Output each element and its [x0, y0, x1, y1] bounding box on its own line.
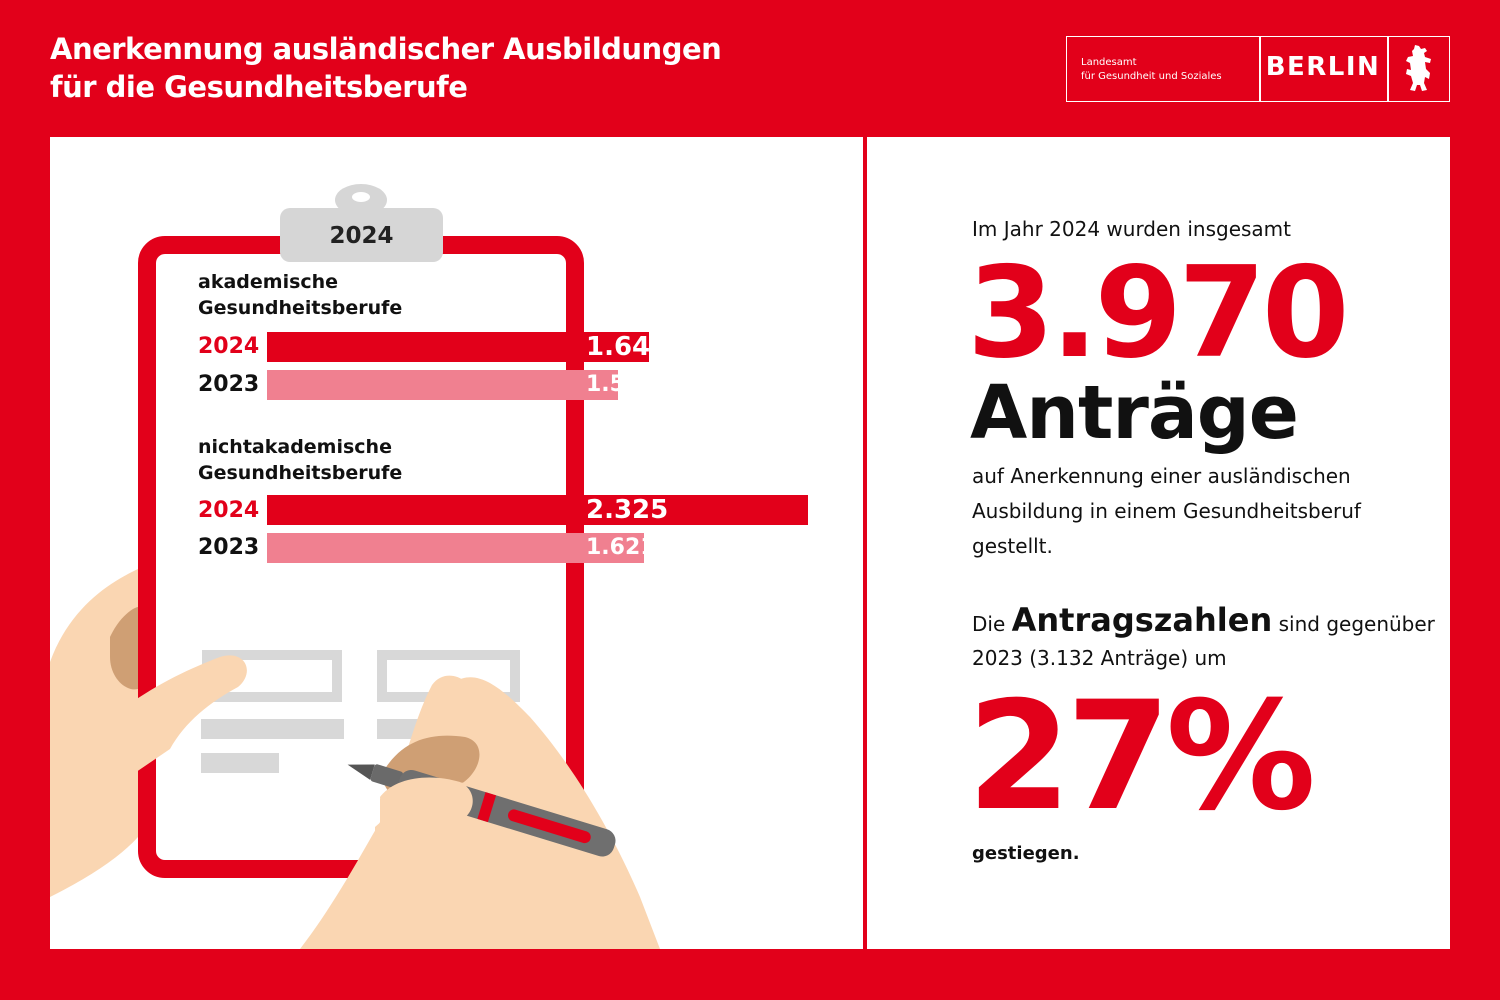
- logo-city: BERLIN: [1265, 52, 1381, 82]
- group-label-line: Gesundheitsberufe: [198, 297, 403, 319]
- bar-non-academic-2024: [267, 495, 808, 525]
- comparison-prefix: Die: [972, 612, 1006, 636]
- group-label-line: Gesundheitsberufe: [198, 462, 403, 484]
- left-thumb: [70, 655, 247, 817]
- bar-academic-2024: [267, 332, 649, 362]
- group-label-non-academic: nichtakademische Gesundheitsberufe: [198, 434, 402, 486]
- logo-office-line-2: für Gesundheit und Soziales: [1081, 71, 1222, 82]
- logo-divider: [1259, 37, 1261, 101]
- logo-office-name: Landesamt für Gesundheit und Soziales: [1081, 56, 1222, 84]
- form-line: [201, 719, 344, 739]
- increase-suffix: gestiegen.: [972, 843, 1080, 864]
- applications-unit: Anträge: [970, 370, 1299, 456]
- comparison-highlight: Antragszahlen: [1011, 601, 1273, 639]
- year-label-academic-2023: 2023: [198, 372, 260, 397]
- chart-panel: 2024 akademische Gesundheitsberufe 2024 …: [50, 137, 863, 949]
- value-label-academic-2024: 1.645: [586, 332, 669, 362]
- logo-divider: [1387, 37, 1389, 101]
- bar-academic-2023: [267, 370, 618, 400]
- title-line-1: Anerkennung ausländischer Ausbildungen: [50, 32, 722, 66]
- total-applications: 3.970: [967, 239, 1350, 386]
- berlin-bear-icon: [1406, 45, 1431, 91]
- bar-non-academic-2023: [267, 533, 644, 563]
- year-label-non-academic-2024: 2024: [198, 498, 260, 523]
- page-title: Anerkennung ausländischer Ausbildungen f…: [50, 30, 950, 106]
- group-label-academic: akademische Gesundheitsberufe: [198, 269, 402, 321]
- group-label-line: akademische: [198, 271, 339, 293]
- comparison-suffix: sind gegenüber 2023 (3.132 Anträge) um: [972, 612, 1435, 670]
- title-line-2: für die Gesundheitsberufe: [50, 70, 468, 104]
- comparison-text: Die Antragszahlen sind gegenüber 2023 (3…: [972, 603, 1442, 675]
- logo-office-line-1: Landesamt: [1081, 57, 1137, 68]
- year-label-non-academic-2023: 2023: [198, 535, 260, 560]
- increase-percent: 27%: [967, 670, 1316, 844]
- summary-description: auf Anerkennung einer ausländischen Ausb…: [972, 464, 1361, 558]
- year-label-academic-2024: 2024: [198, 334, 260, 359]
- form-line: [201, 753, 279, 773]
- bar-chart: 2024 akademische Gesundheitsberufe 2024 …: [50, 137, 863, 949]
- clipboard-year-label: 2024: [329, 223, 394, 249]
- summary-intro: Im Jahr 2024 wurden insgesamt: [972, 217, 1291, 241]
- value-label-non-academic-2023: 1.621: [586, 535, 656, 560]
- value-label-academic-2023: 1.511: [586, 372, 656, 397]
- group-label-line: nichtakademische: [198, 436, 392, 458]
- lageso-berlin-logo: Landesamt für Gesundheit und Soziales BE…: [1066, 36, 1450, 102]
- clipboard-clip: [280, 208, 443, 262]
- value-label-non-academic-2024: 2.325: [586, 495, 669, 525]
- left-thumb-nail: [110, 607, 138, 690]
- summary-panel: Im Jahr 2024 wurden insgesamt 3.970 Antr…: [867, 137, 1450, 949]
